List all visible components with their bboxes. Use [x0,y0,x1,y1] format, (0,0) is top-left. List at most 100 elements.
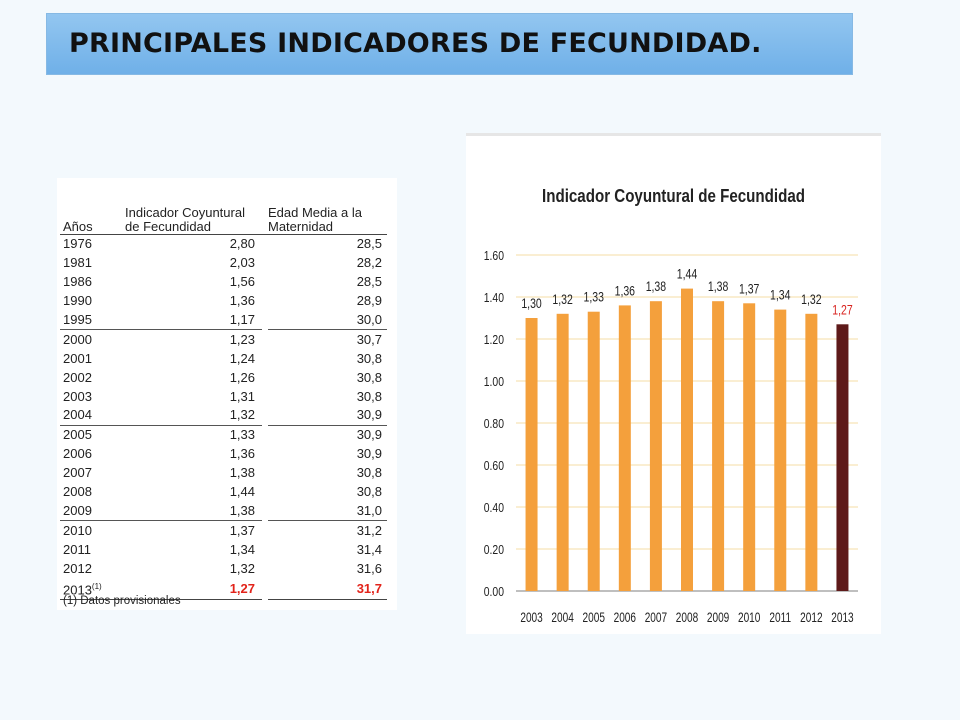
table-row: 2007 1,38 30,8 [60,464,387,483]
year-cell: 2007 [63,465,92,481]
year-cell: 2003 [63,388,92,404]
table-row: 2009 1,38 31,0 [60,501,387,522]
data-label: 1,27 [832,302,853,318]
fertility-value-cell: 1,38 [125,501,262,522]
fertility-value-cell: 1,56 [229,274,255,290]
x-tick-label: 2013 [831,609,854,625]
table-row: 2004 1,32 30,9 [60,406,387,426]
fertility-table-panel: Años Indicador Coyuntural de Fecundidad … [57,178,397,610]
bar [525,318,538,591]
y-tick-label: 1.60 [484,249,505,263]
x-tick-label: 2010 [738,609,761,625]
mean-age-cell: 28,9 [356,293,382,309]
table-row: 1976 2,80 28,5 [60,235,387,254]
y-tick-label: 0.80 [484,417,505,431]
bar [805,313,818,591]
year-cell: 2006 [63,446,92,462]
table-row: 1986 1,56 28,5 [60,273,387,292]
year-cell: 2013(1) [60,578,125,601]
fertility-value-cell: 1,26 [229,369,255,385]
mean-age-cell: 28,2 [356,255,382,271]
table-row: 2006 1,36 30,9 [60,445,387,464]
fertility-value-cell: 1,17 [125,310,262,331]
year-cell: 2000 [63,331,92,347]
x-tick-label: 2009 [707,609,730,625]
table-footnote: (1) Datos provisionales [63,595,181,607]
bar [774,309,787,591]
fertility-value-cell: 1,33 [229,427,255,443]
bar [836,324,849,591]
chart-panel: Indicador Coyuntural de Fecundidad 0.00 0… [466,133,881,634]
data-label: 1,34 [770,287,791,303]
year-cell: 2010 [63,522,92,538]
bar [556,313,569,591]
year-cell: 2001 [63,350,92,366]
year-value: 2013 [63,582,92,598]
data-label: 1,30 [521,296,542,312]
mean-age-cell: 30,8 [356,484,382,500]
table-row: 2002 1,26 30,8 [60,368,387,387]
fertility-value-cell: 1,31 [229,388,255,404]
year-cell: 1976 [63,236,92,252]
table-row: 2001 1,24 30,8 [60,349,387,368]
y-tick-label: 0.20 [484,543,505,557]
table-row: 2008 1,44 30,8 [60,483,387,502]
mean-age-cell: 28,5 [356,236,382,252]
table-row: 2011 1,34 31,4 [60,540,387,559]
mean-age-cell: 30,8 [356,388,382,404]
mean-age-cell: 31,2 [356,522,382,538]
year-cell: 2011 [63,541,91,557]
table-row: 1995 1,17 30,0 [60,310,387,331]
year-cell: 2012 [63,560,92,576]
y-tick-label: 1.40 [484,291,505,305]
y-tick-label: 1.00 [484,375,505,389]
mean-age-cell: 31,0 [268,501,387,522]
page-title: PRINCIPALES INDICADORES DE FECUNDIDAD. [69,28,762,59]
mean-age-cell: 31,7 [268,578,387,601]
x-tick-label: 2004 [551,609,574,625]
fertility-value-cell: 2,03 [229,255,255,271]
fertility-value-cell: 1,36 [229,446,255,462]
y-tick-label: 0.60 [484,459,505,473]
fertility-value-cell: 1,32 [125,406,262,426]
year-cell: 1995 [60,310,125,331]
table-row: 2000 1,23 30,7 [60,330,387,349]
data-label: 1,44 [677,266,698,282]
data-label: 1,33 [584,289,605,305]
data-label: 1,32 [552,291,573,307]
mean-age-cell: 30,9 [356,446,382,462]
chart-title: Indicador Coyuntural de Fecundidad [542,186,805,206]
table-row: 1990 1,36 28,9 [60,292,387,311]
header-fertility-indicator: Indicador Coyuntural de Fecundidad [125,178,262,235]
mean-age-cell: 30,9 [356,427,382,443]
data-label: 1,38 [646,279,667,295]
fertility-table: Años Indicador Coyuntural de Fecundidad … [60,178,387,601]
data-label: 1,38 [708,279,729,295]
mean-age-cell: 30,0 [268,310,387,331]
mean-age-cell: 31,4 [356,541,382,557]
mean-age-cell: 30,8 [356,465,382,481]
fertility-value-cell: 1,36 [229,293,255,309]
year-cell: 2008 [63,484,92,500]
fertility-value-cell: 1,24 [229,350,255,366]
mean-age-cell: 30,8 [356,369,382,385]
year-cell: 1981 [63,255,92,271]
fertility-value-cell: 1,37 [229,522,255,538]
y-tick-label: 0.00 [484,585,505,599]
header-mean-age: Edad Media a la Maternidad [268,178,387,235]
mean-age-cell: 30,9 [268,406,387,426]
fertility-value-cell: 2,80 [229,236,255,252]
bar [618,305,631,591]
table-row: 2012 1,32 31,6 [60,559,387,578]
data-label: 1,37 [739,281,760,297]
x-tick-label: 2011 [769,609,791,625]
table-row: 2013(1) 1,27 31,7 [60,578,387,601]
x-tick-label: 2005 [583,609,606,625]
fertility-value-cell: 1,32 [229,560,255,576]
bar [712,301,725,591]
year-cell: 2005 [63,427,92,443]
x-tick-label: 2012 [800,609,823,625]
year-cell: 2009 [60,501,125,522]
x-tick-label: 2003 [520,609,543,625]
bar-chart: 0.00 0.20 0.40 0.60 0.80 1.00 1.20 1.40 1.60 1,30… [484,249,858,625]
